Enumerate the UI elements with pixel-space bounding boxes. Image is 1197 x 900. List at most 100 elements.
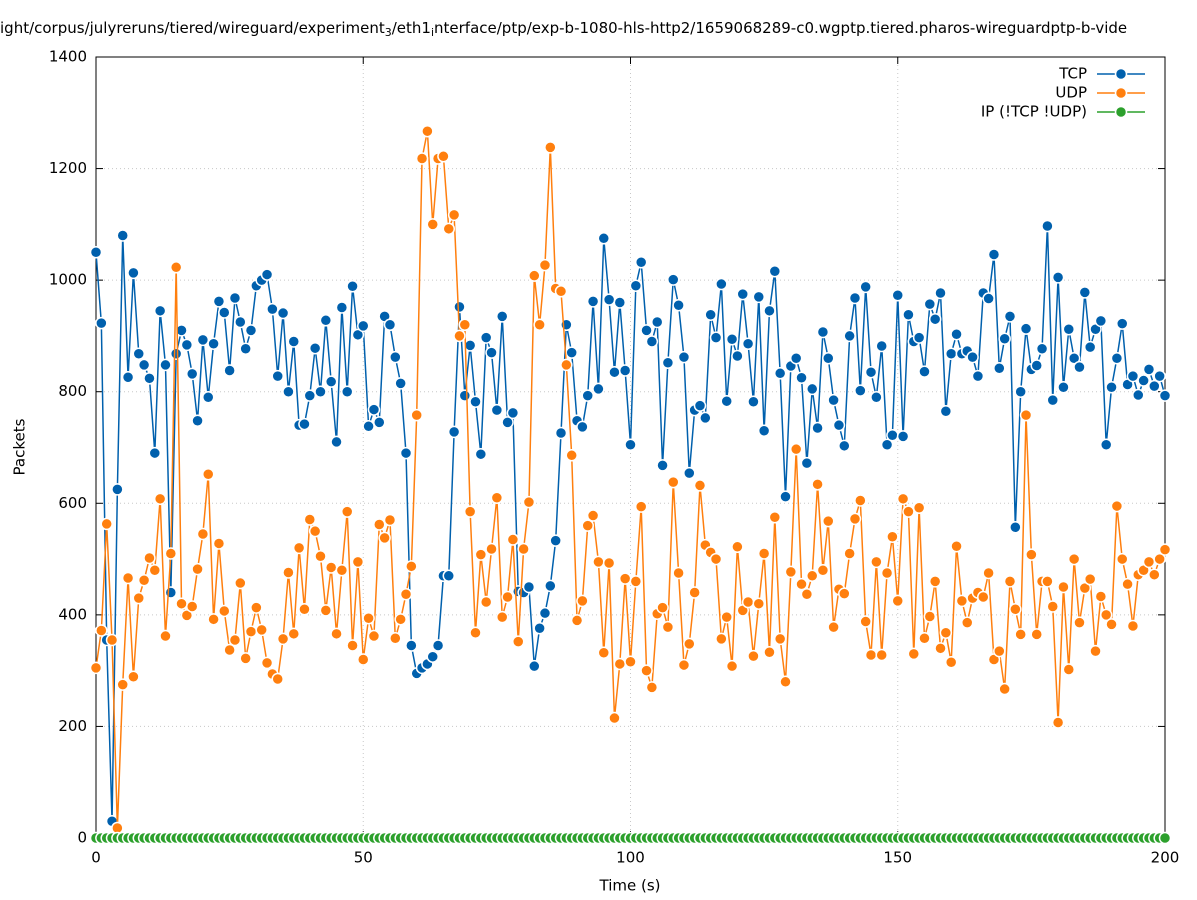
data-point [854, 384, 867, 397]
data-point [928, 575, 942, 588]
data-point [1073, 360, 1086, 374]
data-point [667, 475, 680, 489]
y-tick-label: 1400 [49, 48, 87, 66]
data-point [1153, 369, 1166, 383]
y-tick-label: 400 [58, 605, 87, 623]
data-point [581, 519, 594, 532]
data-point [116, 229, 129, 242]
data-point [848, 291, 862, 305]
data-point [405, 639, 418, 652]
data-point [752, 597, 766, 610]
data-point [378, 531, 391, 545]
data-point [346, 639, 359, 652]
data-point [319, 314, 333, 327]
title-part: ight/corpus/julyreruns/tiered/wireguard/… [0, 19, 385, 37]
data-point [1142, 363, 1156, 376]
data-point [1030, 359, 1043, 372]
data-point [522, 580, 536, 594]
data-point [1158, 389, 1172, 402]
data-point [234, 576, 247, 590]
data-point [495, 610, 509, 624]
data-point [453, 329, 466, 343]
data-point [298, 417, 311, 431]
data-point [731, 349, 744, 363]
data-point [944, 656, 958, 669]
data-point [421, 124, 434, 138]
data-point [613, 657, 627, 671]
data-point [469, 626, 482, 639]
data-point [554, 426, 568, 440]
data-point [544, 141, 557, 154]
data-point [822, 351, 835, 365]
data-point [1110, 499, 1124, 513]
data-point [1126, 619, 1140, 633]
data-point [132, 347, 146, 361]
data-point [560, 358, 573, 372]
data-point [512, 635, 525, 648]
legend-swatch-marker [1114, 86, 1128, 100]
data-point [121, 571, 135, 585]
data-point [683, 466, 696, 480]
data-point [367, 403, 381, 416]
data-point [618, 572, 632, 585]
data-point [672, 298, 685, 312]
data-point [351, 555, 365, 569]
data-point [768, 264, 782, 278]
data-point [768, 510, 782, 524]
data-point [779, 675, 792, 689]
data-point [271, 369, 284, 383]
data-point [1009, 521, 1022, 534]
data-point [191, 414, 204, 427]
data-point [912, 501, 926, 514]
data-point [672, 566, 685, 580]
data-point [950, 328, 963, 341]
data-point [1148, 568, 1161, 581]
data-point [843, 329, 856, 343]
data-point [581, 389, 594, 402]
data-point [1094, 314, 1108, 328]
data-point [437, 150, 450, 163]
data-point [362, 420, 375, 433]
data-point [255, 623, 268, 637]
series-line [95, 131, 1166, 828]
data-point [191, 562, 204, 576]
data-point [410, 408, 423, 422]
data-point [789, 442, 803, 456]
data-point [431, 639, 445, 652]
data-point [998, 332, 1011, 345]
data-point [533, 318, 546, 332]
data-point [907, 647, 921, 661]
data-point [1030, 628, 1043, 641]
data-point [506, 406, 520, 420]
data-point [218, 604, 231, 618]
data-point [634, 256, 648, 269]
data-point [629, 279, 643, 292]
data-point [495, 310, 509, 323]
data-point [239, 652, 252, 665]
legend-label: IP (!TCP !UDP) [981, 103, 1087, 121]
data-point [902, 308, 915, 321]
data-point [175, 324, 188, 337]
data-point [1025, 548, 1038, 561]
data-point [1094, 590, 1108, 603]
data-point [351, 328, 365, 342]
data-point [260, 656, 274, 670]
data-point [816, 325, 830, 339]
data-point [292, 541, 306, 555]
data-point [864, 365, 878, 379]
data-point [554, 285, 568, 298]
data-point [271, 672, 284, 686]
data-point [362, 611, 375, 625]
data-point [319, 604, 333, 617]
data-point [1014, 385, 1027, 398]
data-point [1057, 580, 1070, 594]
data-point [1062, 663, 1076, 676]
y-tick-label: 200 [58, 717, 87, 735]
data-point [287, 335, 301, 348]
data-point [597, 646, 611, 660]
data-point [886, 428, 899, 442]
data-point [704, 308, 717, 321]
data-point [827, 620, 840, 634]
data-point [715, 632, 728, 646]
data-point [859, 280, 872, 294]
